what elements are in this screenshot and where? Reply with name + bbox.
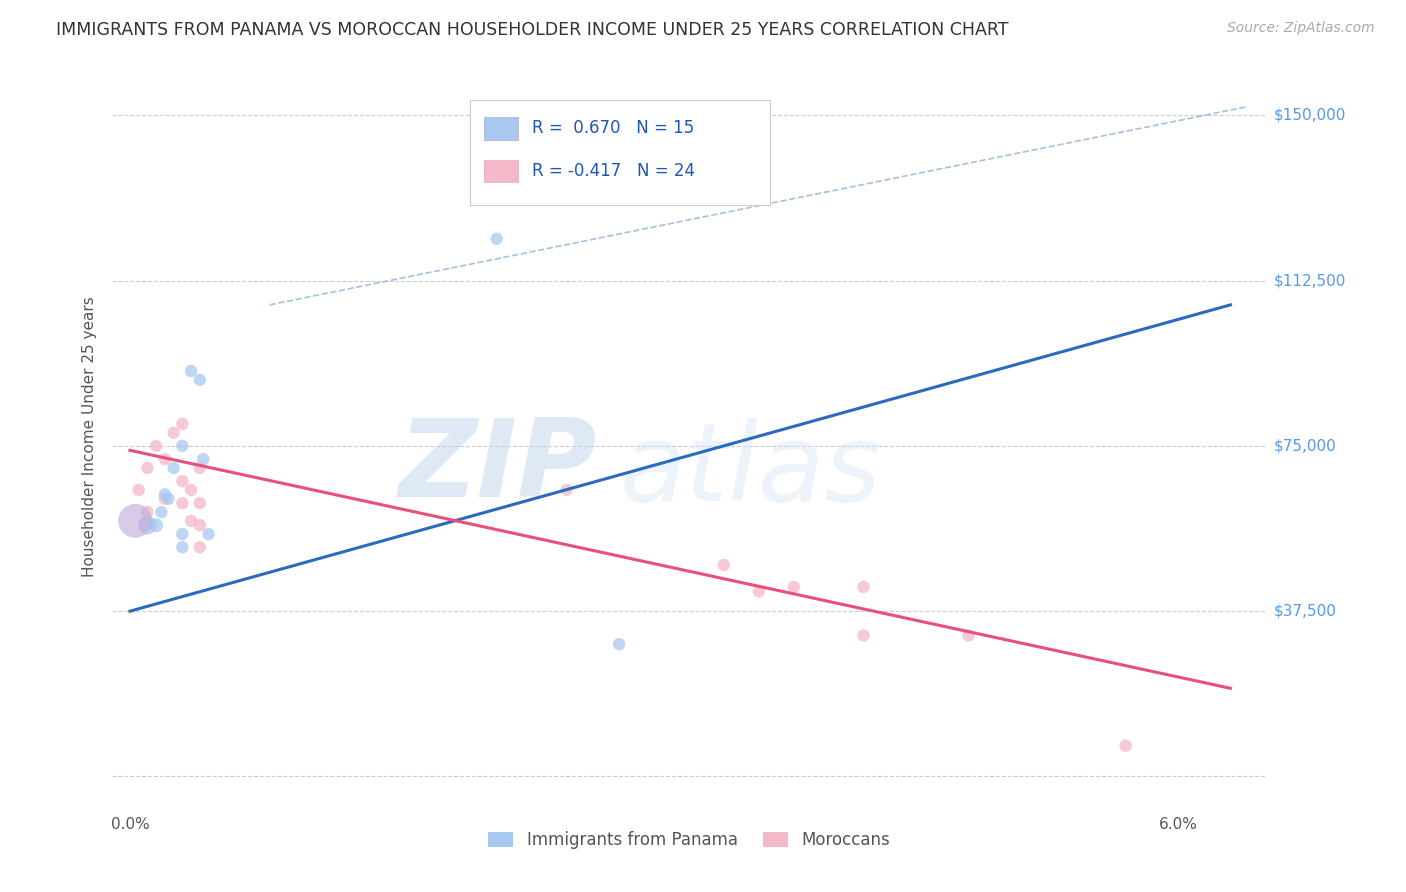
Point: [172, 496, 194, 510]
Text: Source: ZipAtlas.com: Source: ZipAtlas.com: [1227, 21, 1375, 35]
Point: [188, 373, 211, 387]
Legend: Immigrants from Panama, Moroccans: Immigrants from Panama, Moroccans: [482, 824, 896, 855]
Point: [172, 541, 194, 555]
Point: [136, 505, 159, 519]
FancyBboxPatch shape: [470, 100, 769, 205]
Text: atlas: atlas: [620, 418, 882, 524]
Y-axis label: Householder Income Under 25 years: Householder Income Under 25 years: [82, 297, 97, 577]
Point: [197, 527, 219, 541]
Text: R = -0.417   N = 24: R = -0.417 N = 24: [531, 162, 695, 180]
Text: $112,500: $112,500: [1274, 273, 1346, 288]
Point: [748, 584, 770, 599]
Text: R =  0.670   N = 15: R = 0.670 N = 15: [531, 120, 695, 137]
FancyBboxPatch shape: [484, 160, 519, 182]
Point: [957, 628, 980, 642]
Text: IMMIGRANTS FROM PANAMA VS MOROCCAN HOUSEHOLDER INCOME UNDER 25 YEARS CORRELATION: IMMIGRANTS FROM PANAMA VS MOROCCAN HOUSE…: [56, 21, 1008, 38]
Point: [172, 527, 194, 541]
Point: [157, 491, 180, 506]
Point: [153, 491, 176, 506]
Point: [852, 628, 875, 642]
Text: $37,500: $37,500: [1274, 604, 1337, 619]
Point: [172, 417, 194, 431]
Text: ZIP: ZIP: [398, 414, 596, 520]
Point: [713, 558, 735, 572]
Point: [783, 580, 806, 594]
Point: [145, 518, 167, 533]
Point: [145, 439, 167, 453]
Point: [153, 487, 176, 501]
Point: [188, 518, 211, 533]
Text: $75,000: $75,000: [1274, 438, 1337, 453]
Point: [128, 483, 150, 497]
Point: [607, 637, 630, 651]
Point: [188, 541, 211, 555]
Point: [180, 483, 202, 497]
Point: [150, 505, 173, 519]
Point: [153, 452, 176, 467]
FancyBboxPatch shape: [484, 117, 519, 140]
Point: [852, 580, 875, 594]
Point: [172, 474, 194, 488]
Point: [193, 452, 215, 467]
Text: $150,000: $150,000: [1274, 108, 1346, 123]
Point: [172, 439, 194, 453]
Point: [124, 514, 146, 528]
Point: [136, 518, 159, 533]
Point: [188, 461, 211, 475]
Point: [1115, 739, 1137, 753]
Point: [555, 483, 578, 497]
Point: [180, 364, 202, 378]
Point: [485, 232, 508, 246]
Point: [180, 514, 202, 528]
Point: [162, 425, 184, 440]
Point: [162, 461, 184, 475]
Point: [188, 496, 211, 510]
Point: [136, 461, 159, 475]
